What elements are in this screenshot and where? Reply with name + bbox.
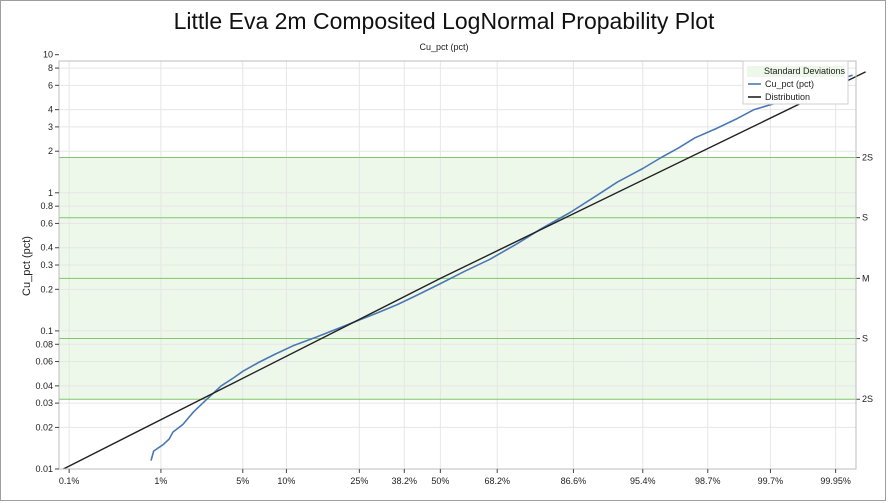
legend-item-label: Cu_pct (pct)	[765, 79, 814, 89]
x-tick-label: 38.2%	[392, 476, 418, 486]
y-tick-label: 0.01	[35, 464, 53, 474]
x-tick-label: 0.1%	[59, 476, 80, 486]
y-tick-label: 0.4	[40, 243, 53, 253]
std-dev-label: M	[862, 273, 870, 283]
y-tick-label: 0.02	[35, 422, 53, 432]
legend-item-label: Distribution	[765, 92, 810, 102]
y-tick-label: 3	[48, 122, 53, 132]
std-dev-label: S	[862, 334, 868, 344]
y-tick-label: 4	[48, 105, 53, 115]
std-dev-label: 2S	[862, 394, 873, 404]
y-tick-label: 0.2	[40, 284, 53, 294]
y-axis-label: Cu_pct (pct)	[21, 236, 33, 296]
y-tick-label: 6	[48, 80, 53, 90]
x-tick-label: 86.6%	[561, 476, 587, 486]
y-tick-label: 8	[48, 63, 53, 73]
chart-subtitle: Cu_pct (pct)	[419, 42, 468, 52]
x-tick-label: 1%	[154, 476, 167, 486]
legend-swatch-std-dev	[747, 66, 844, 77]
y-tick-label: 2	[48, 146, 53, 156]
y-tick-label: 0.06	[35, 357, 53, 367]
y-tick-label: 0.03	[35, 398, 53, 408]
std-dev-label: S	[862, 213, 868, 223]
x-tick-label: 5%	[236, 476, 249, 486]
y-tick-label: 10	[43, 50, 53, 60]
x-tick-label: 99.95%	[820, 476, 851, 486]
x-tick-label: 98.7%	[695, 476, 721, 486]
x-tick-label: 25%	[350, 476, 368, 486]
chart-title: Little Eva 2m Composited LogNormal Propa…	[174, 8, 715, 34]
x-tick-label: 99.7%	[758, 476, 784, 486]
y-tick-label: 1	[48, 188, 53, 198]
y-tick-label: 0.04	[35, 381, 53, 391]
y-tick-label: 0.1	[40, 326, 53, 336]
y-tick-label: 0.3	[40, 260, 53, 270]
series-line-cu-pct-pct	[150, 74, 853, 461]
x-tick-label: 68.2%	[484, 476, 510, 486]
y-tick-label: 0.08	[35, 339, 53, 349]
std-dev-label: 2S	[862, 153, 873, 163]
x-tick-label: 50%	[431, 476, 449, 486]
series-line-distribution	[63, 71, 866, 470]
x-tick-label: 10%	[277, 476, 295, 486]
x-tick-label: 95.4%	[630, 476, 656, 486]
y-tick-label: 0.6	[40, 218, 53, 228]
legend-item-label: Standard Deviations	[764, 66, 846, 76]
y-tick-label: 0.8	[40, 201, 53, 211]
